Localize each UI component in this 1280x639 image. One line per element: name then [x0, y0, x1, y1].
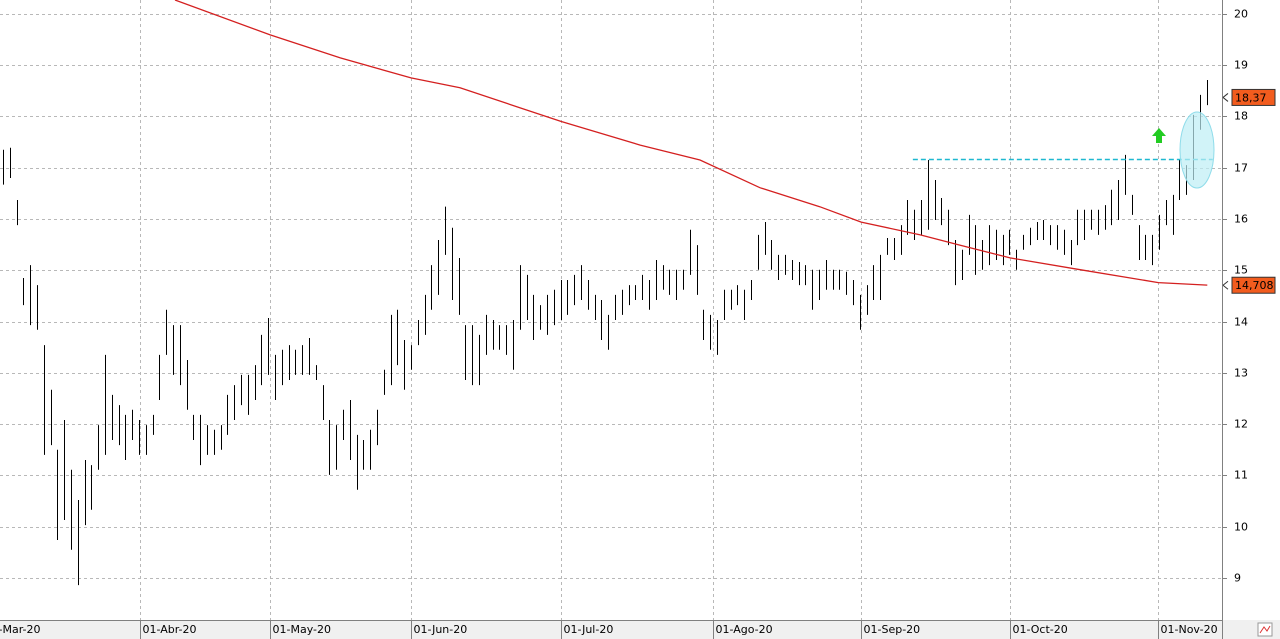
x-tick-label: 01-Nov-20 — [1161, 623, 1218, 636]
y-tick-label: 15 — [1234, 264, 1248, 277]
up-arrow — [1152, 128, 1166, 143]
price-pointer — [1222, 93, 1229, 102]
y-tick-label: 19 — [1234, 59, 1248, 72]
axes: 9 10 11 12 13 14 15 16 17 18 19 20 -Mar-20 01-Abr-20 0… — [0, 8, 1276, 639]
highlight-ellipse — [1179, 111, 1215, 189]
y-tick-label: 11 — [1234, 469, 1248, 482]
y-tick-label: 16 — [1234, 213, 1248, 226]
y-tick-label: 9 — [1234, 572, 1241, 585]
price-pointer — [1222, 280, 1229, 290]
x-tick-label: -Mar-20 — [0, 623, 41, 636]
y-tick-label: 17 — [1234, 162, 1248, 175]
x-tick-label: 01-Ago-20 — [716, 623, 773, 636]
x-tick-label: 01-Oct-20 — [1013, 623, 1068, 636]
y-tick-label: 12 — [1234, 418, 1248, 431]
price-label-box — [1231, 88, 1276, 106]
x-tick-label: 01-Abr-20 — [143, 623, 197, 636]
x-tick-label: 01-May-20 — [273, 623, 331, 636]
y-tick-label: 10 — [1234, 521, 1248, 534]
corner-icon — [1257, 622, 1273, 637]
y-tick-label: 13 — [1234, 367, 1248, 380]
moving-average — [174, 0, 1208, 286]
x-tick-label: 01-Jun-20 — [414, 623, 468, 636]
plot-area — [3, 0, 1213, 586]
y-tick-label: 20 — [1234, 8, 1248, 21]
price-label-box — [1231, 276, 1276, 294]
price-label: 18,37 — [1235, 91, 1267, 104]
grid — [0, 0, 1222, 620]
x-axis-strip — [0, 620, 1280, 639]
price-label: 14,708 — [1235, 279, 1274, 292]
x-tick-label: 01-Jul-20 — [564, 623, 614, 636]
y-tick-label: 14 — [1234, 316, 1248, 329]
y-tick-label: 18 — [1234, 110, 1248, 123]
x-tick-label: 01-Sep-20 — [864, 623, 921, 636]
